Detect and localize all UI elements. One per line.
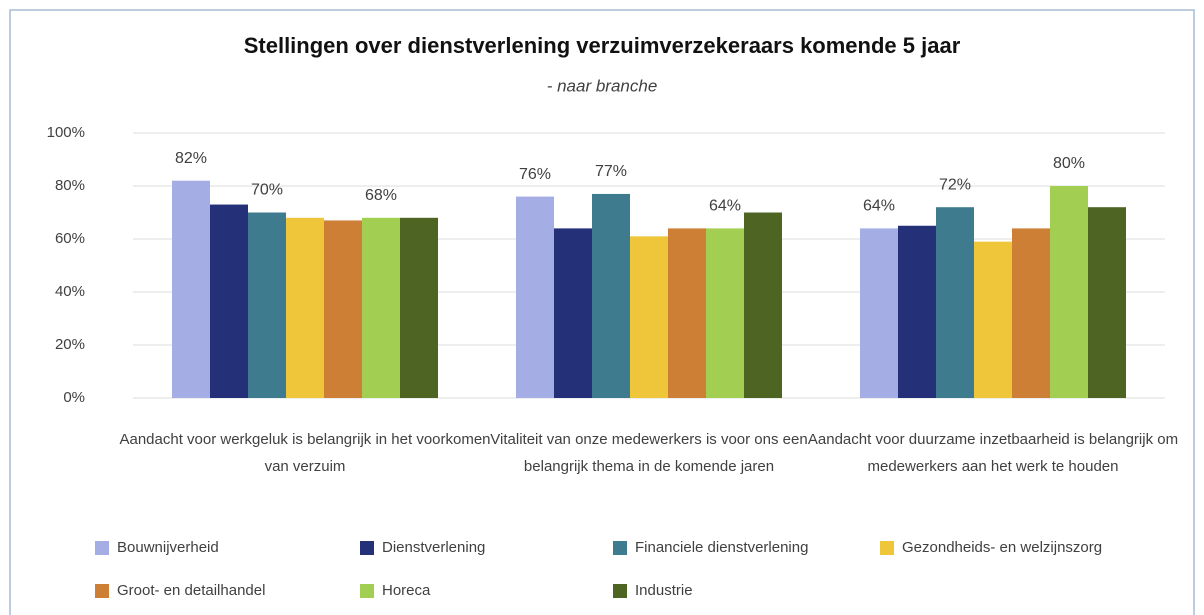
- value-label: 64%: [709, 198, 741, 215]
- y-tick-label: 20%: [55, 336, 85, 353]
- bar: [592, 193, 630, 398]
- value-label: 80%: [1053, 155, 1085, 172]
- bar: [210, 204, 248, 398]
- legend-label: Bouwnijverheid: [117, 539, 219, 556]
- value-label: 72%: [939, 176, 971, 193]
- x-tick-label: Aandacht voor werkgeluk is belangrijk in…: [119, 431, 491, 475]
- x-tick-label: Vitaliteit van onze medewerkers is voor …: [490, 431, 808, 475]
- legend-swatch: [613, 584, 627, 598]
- legend-swatch: [360, 541, 374, 555]
- bar: [974, 241, 1012, 398]
- legend-swatch: [95, 584, 109, 598]
- bar: [1050, 186, 1088, 398]
- legend-swatch: [360, 584, 374, 598]
- value-label: 76%: [519, 166, 551, 183]
- bar: [516, 196, 554, 398]
- value-label: 68%: [365, 187, 397, 204]
- legend-swatch: [880, 541, 894, 555]
- bar: [744, 212, 782, 398]
- bar: [400, 217, 438, 398]
- bar: [630, 236, 668, 398]
- bar: [248, 212, 286, 398]
- legend-label: Gezondheids- en welzijnszorg: [902, 539, 1102, 556]
- legend-swatch: [95, 541, 109, 555]
- bar: [668, 228, 706, 398]
- bar: [1012, 228, 1050, 398]
- y-tick-label: 100%: [47, 124, 85, 141]
- bar: [324, 220, 362, 398]
- bar: [554, 228, 592, 398]
- bar: [286, 217, 324, 398]
- bar: [898, 225, 936, 398]
- legend-label: Financiele dienstverlening: [635, 539, 808, 556]
- bar: [172, 180, 210, 398]
- bar: [860, 228, 898, 398]
- bar: [706, 228, 744, 398]
- chart-subtitle: - naar branche: [547, 76, 658, 95]
- legend-label: Horeca: [382, 582, 431, 599]
- x-tick-label: Aandacht voor duurzame inzetbaarheid is …: [807, 431, 1179, 475]
- bar: [362, 217, 400, 398]
- y-tick-label: 0%: [63, 389, 85, 406]
- legend-swatch: [613, 541, 627, 555]
- bar: [936, 207, 974, 398]
- value-label: 82%: [175, 150, 207, 167]
- y-tick-label: 40%: [55, 283, 85, 300]
- legend-label: Dienstverlening: [382, 539, 485, 556]
- y-tick-label: 80%: [55, 177, 85, 194]
- value-label: 64%: [863, 198, 895, 215]
- value-label: 70%: [251, 182, 283, 199]
- legend-label: Groot- en detailhandel: [117, 582, 265, 599]
- chart-title: Stellingen over dienstverlening verzuimv…: [244, 33, 961, 58]
- value-label: 77%: [595, 163, 627, 180]
- bar: [1088, 207, 1126, 398]
- legend-label: Industrie: [635, 582, 693, 599]
- y-tick-label: 60%: [55, 230, 85, 247]
